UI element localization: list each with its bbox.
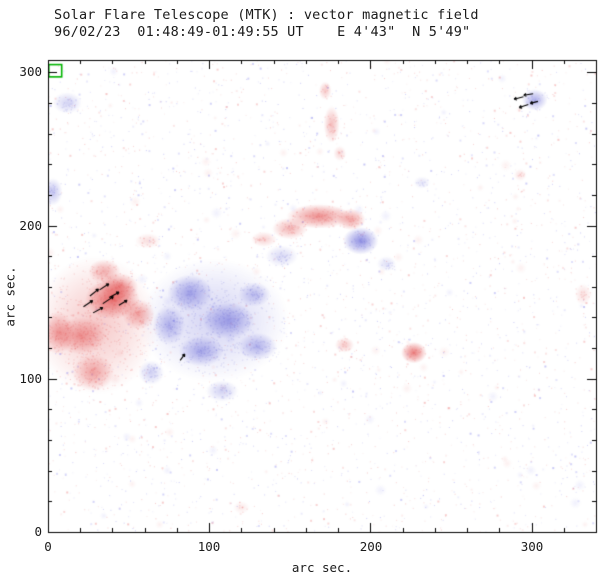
x-tick-label-0: 0 — [44, 539, 52, 554]
x-tick-label-100: 100 — [197, 539, 221, 554]
chart-subtitle: 96/02/23 01:48:49-01:49:55 UT E 4'43" N … — [54, 24, 471, 40]
y-axis-label: arc sec. — [2, 266, 18, 327]
x-tick-label-300: 300 — [520, 539, 544, 554]
chart-title: Solar Flare Telescope (MTK) : vector mag… — [54, 7, 479, 23]
x-axis-label: arc sec. — [291, 560, 353, 575]
y-tick-label-200: 200 — [19, 218, 42, 233]
y-tick-label-100: 100 — [19, 371, 42, 386]
y-tick-label-0: 0 — [34, 524, 42, 539]
y-tick-label-300: 300 — [19, 64, 42, 79]
x-tick-label-200: 200 — [359, 539, 383, 554]
